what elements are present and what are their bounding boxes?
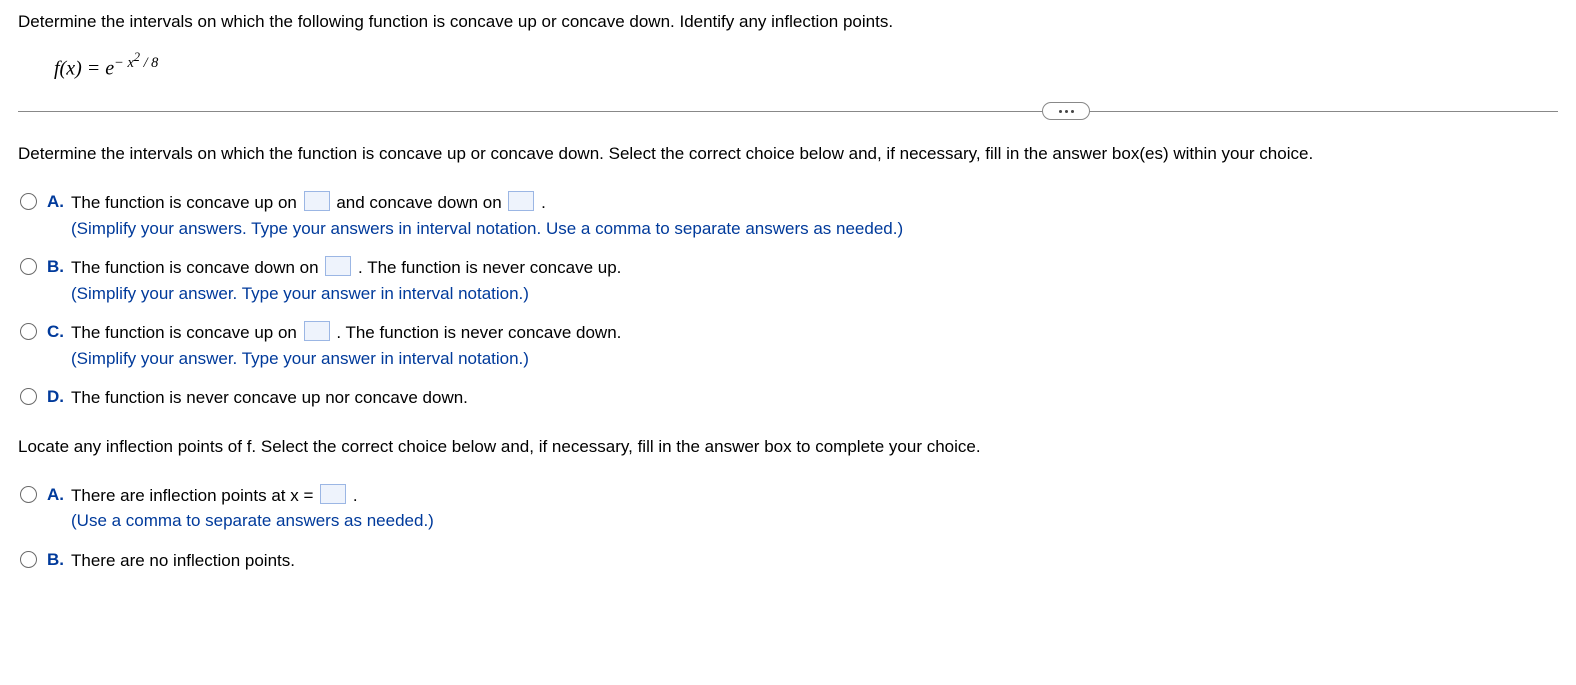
choice-letter: A. [47,192,71,212]
choice-text-seg: . [536,193,545,212]
answer-box-p1c[interactable] [304,321,330,341]
choice-hint: (Simplify your answers. Type your answer… [71,219,903,238]
choice-letter: B. [47,550,71,570]
part2-choices: A. There are inflection points at x = . … [18,483,1558,574]
choice-text-seg: The function is concave up on [71,323,302,342]
choice-row-d: D. The function is never concave up nor … [18,385,1558,411]
choice-row-b: B. There are no inflection points. [18,548,1558,574]
choice-hint: (Use a comma to separate answers as need… [71,511,434,530]
radio-p1-a[interactable] [20,193,37,210]
choice-row-a: A. The function is concave up on and con… [18,190,1558,241]
choice-text: There are no inflection points. [71,551,295,570]
exp-suffix: / 8 [140,55,158,71]
choice-body: There are no inflection points. [71,548,1558,574]
choice-body: The function is concave down on . The fu… [71,255,1558,306]
choice-hint: (Simplify your answer. Type your answer … [71,349,529,368]
equation-lhs: f(x) = [54,57,105,79]
choice-body: The function is never concave up nor con… [71,385,1558,411]
choice-text-seg: The function is concave down on [71,258,323,277]
dot-icon [1065,110,1068,113]
answer-box-p2a[interactable] [320,484,346,504]
choice-text-seg: There are inflection points at x = [71,486,318,505]
choice-text-seg: The function is concave up on [71,193,302,212]
choice-letter: C. [47,322,71,342]
choice-hint: (Simplify your answer. Type your answer … [71,284,529,303]
exp-prefix: − x [114,55,134,71]
answer-box-p1b[interactable] [325,256,351,276]
part2-prompt: Locate any inflection points of f. Selec… [18,437,1558,457]
dot-icon [1071,110,1074,113]
radio-p1-d[interactable] [20,388,37,405]
choice-text-seg: . [348,486,357,505]
choice-body: There are inflection points at x = . (Us… [71,483,1558,534]
answer-box-p1a-1[interactable] [304,191,330,211]
radio-p2-b[interactable] [20,551,37,568]
function-equation: f(x) = e− x2 / 8 [54,50,1558,80]
choice-text-seg: . The function is never concave down. [332,323,622,342]
radio-p2-a[interactable] [20,486,37,503]
equation-base: e [105,57,114,79]
answer-box-p1a-2[interactable] [508,191,534,211]
radio-p1-c[interactable] [20,323,37,340]
equation-exponent: − x2 / 8 [114,55,158,71]
choice-letter: D. [47,387,71,407]
part1-choices: A. The function is concave up on and con… [18,190,1558,411]
part1-prompt: Determine the intervals on which the fun… [18,144,1558,164]
choice-text: The function is never concave up nor con… [71,388,468,407]
dot-icon [1059,110,1062,113]
choice-letter: B. [47,257,71,277]
choice-row-a: A. There are inflection points at x = . … [18,483,1558,534]
section-divider [18,102,1558,120]
radio-p1-b[interactable] [20,258,37,275]
choice-text-seg: . The function is never concave up. [353,258,621,277]
choice-text-seg: and concave down on [332,193,507,212]
choice-body: The function is concave up on and concav… [71,190,1558,241]
choice-body: The function is concave up on . The func… [71,320,1558,371]
choice-row-c: C. The function is concave up on . The f… [18,320,1558,371]
more-options-pill[interactable] [1042,102,1090,120]
question-stem: Determine the intervals on which the fol… [18,12,1558,32]
choice-letter: A. [47,485,71,505]
choice-row-b: B. The function is concave down on . The… [18,255,1558,306]
divider-line [18,111,1558,112]
question-page: Determine the intervals on which the fol… [0,0,1576,619]
